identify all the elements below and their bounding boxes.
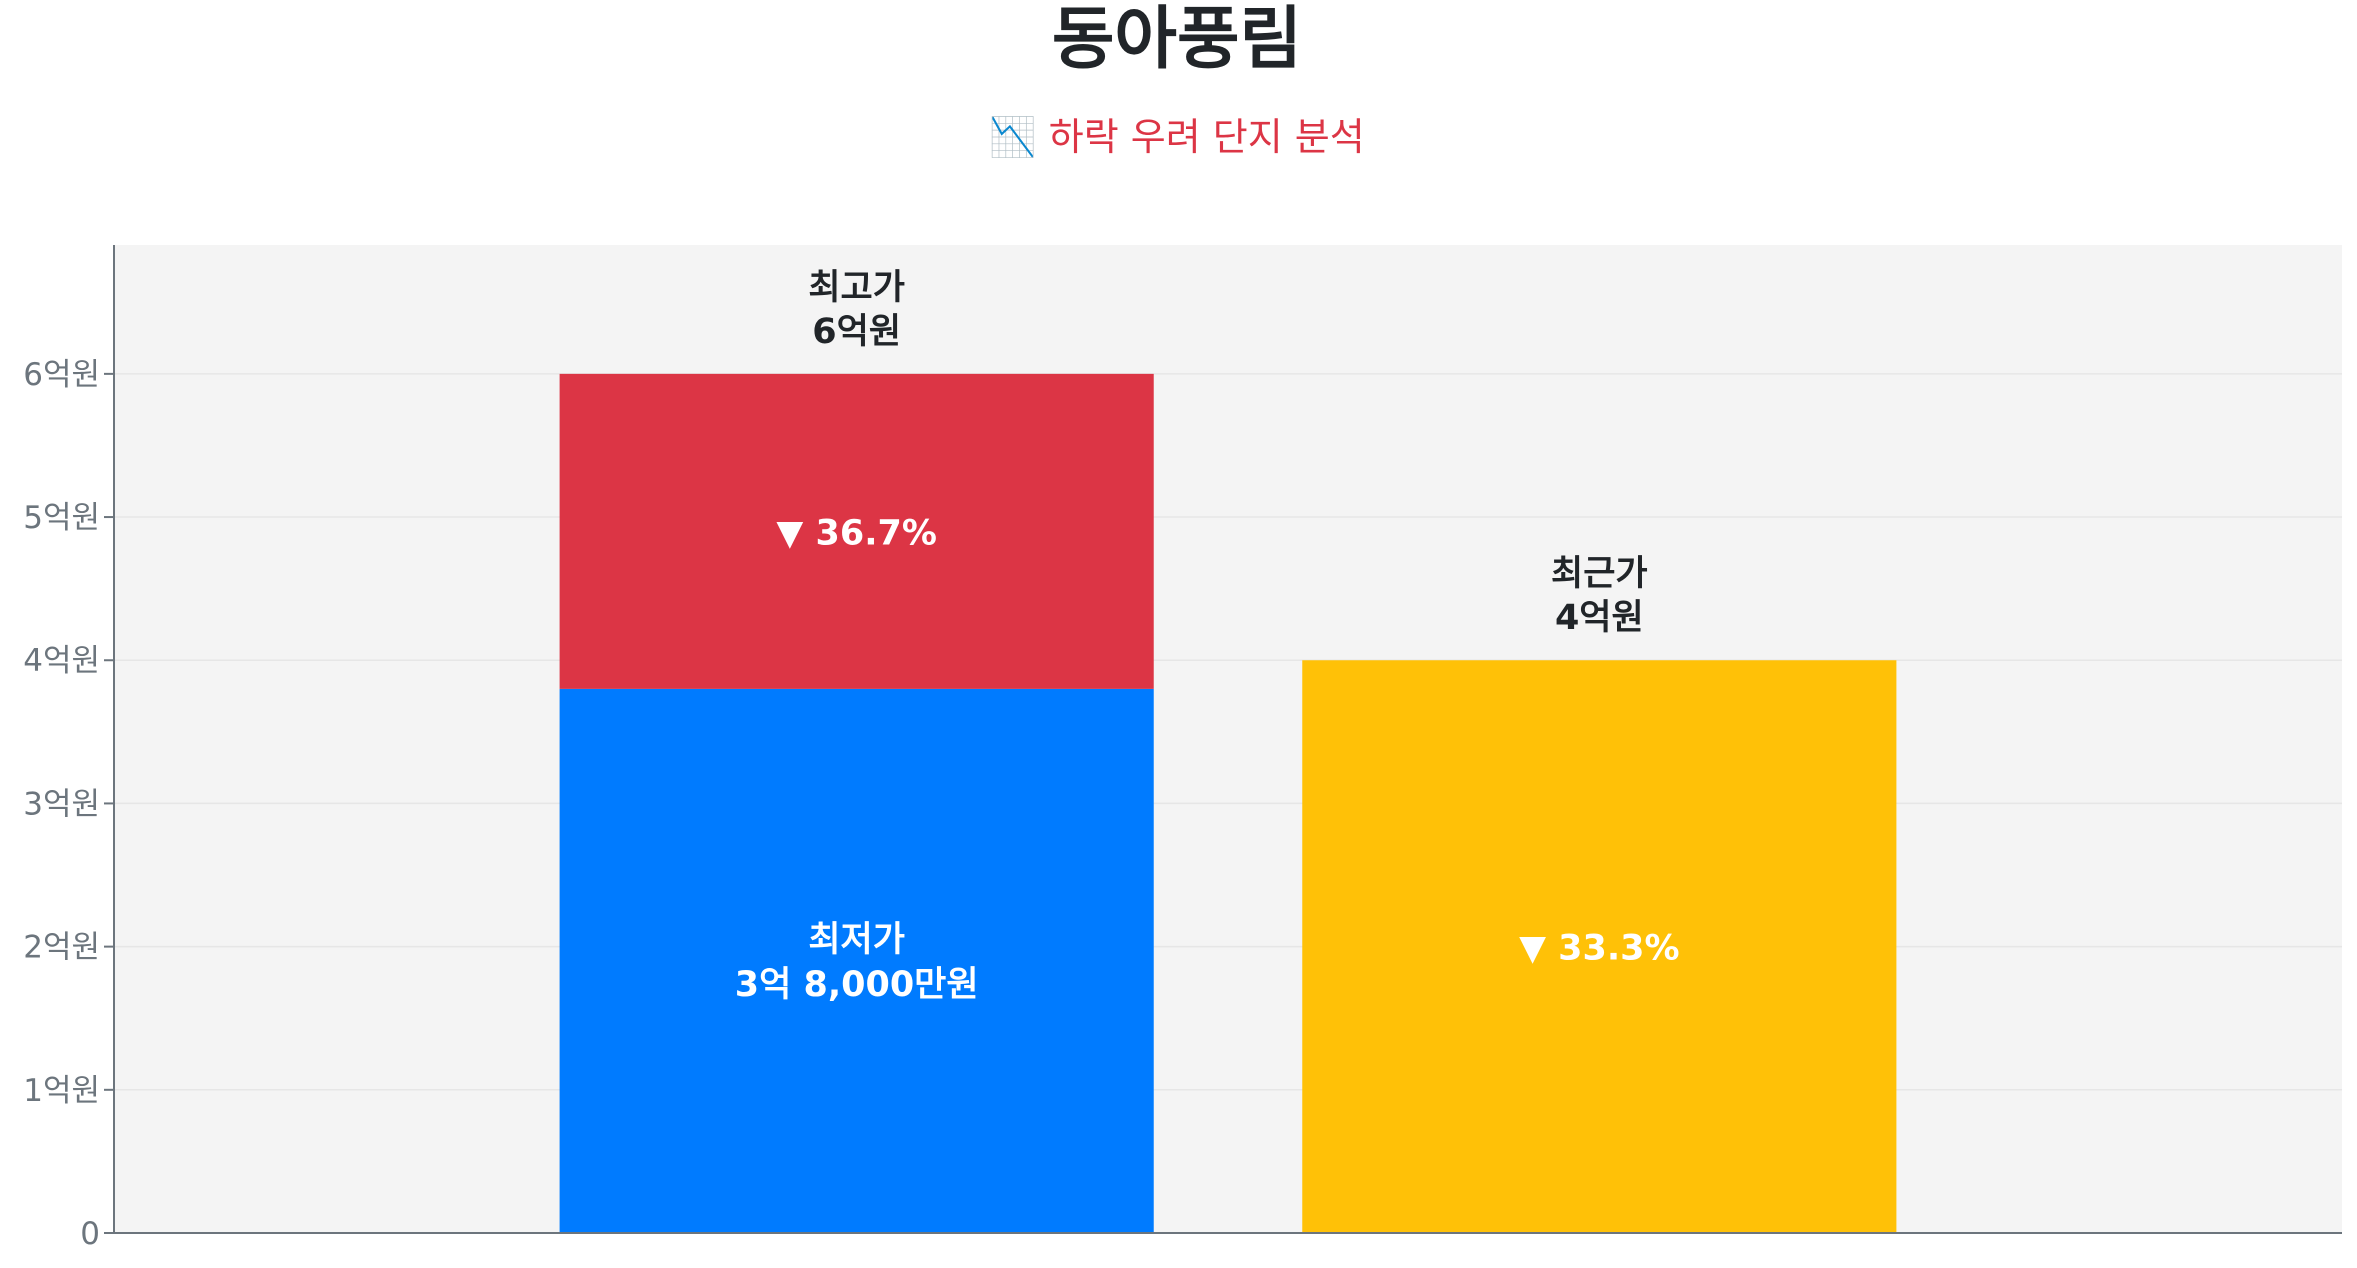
y-tick-label: 1억원 [23,1073,100,1109]
bar-top-label: 최근가 [1551,554,1648,594]
bar-segment [559,373,1154,689]
chart-title: 동아풍림 [1052,0,1302,79]
bar-segment-label: 최저가 [808,920,905,960]
bar-segment [559,688,1154,1233]
y-tick-label: 0 [80,1216,100,1252]
y-tick-label: 6억원 [23,357,100,393]
y-tick-label: 4억원 [23,643,100,679]
bar-segment [1302,660,1897,1233]
y-tick-label: 5억원 [23,500,100,536]
bar-change-label: ▼ 33.3% [1519,929,1680,969]
bar-segment-value: 3억 8,000만원 [735,965,979,1005]
plot-area [114,245,2342,1233]
y-tick-label: 2억원 [23,930,100,966]
y-tick-label: 3억원 [23,786,100,822]
bar-top-value: 6억원 [812,312,901,352]
bar-top-label: 최고가 [808,268,905,308]
bar-top-value: 4억원 [1555,598,1644,638]
chart-subtitle: 📉 하락 우려 단지 분석 [989,115,1364,159]
bar-change-label: ▼ 36.7% [776,513,937,553]
